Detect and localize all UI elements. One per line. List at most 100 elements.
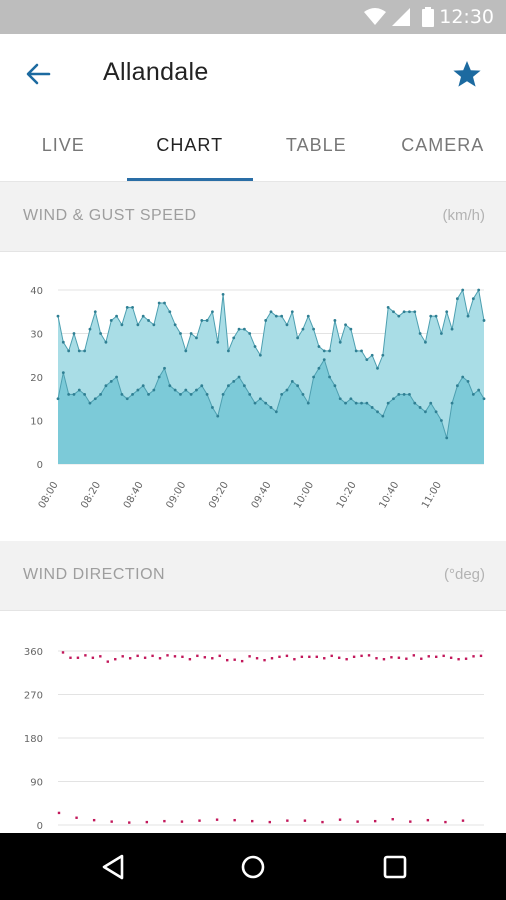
tab-live[interactable]: LIVE — [41, 135, 85, 155]
wind-series-point — [306, 401, 310, 405]
back-button[interactable] — [18, 56, 58, 92]
gust-series-point — [429, 314, 433, 318]
wind-series-point — [376, 410, 379, 414]
wind-series-point — [248, 393, 252, 396]
direction-point — [215, 818, 219, 821]
nav-recents-button[interactable] — [375, 847, 415, 887]
wind-section-unit: (km/h) — [442, 207, 486, 224]
direction-point — [390, 656, 393, 659]
gust-series-point — [477, 288, 481, 292]
gust-series-point — [381, 353, 385, 357]
gust-series-point — [200, 319, 204, 322]
wind-series-point — [386, 401, 390, 405]
wind-series-point — [381, 414, 385, 418]
tab-camera[interactable]: CAMERA — [401, 135, 485, 155]
direction-point — [464, 657, 468, 660]
tab-table[interactable]: TABLE — [285, 135, 347, 155]
wind-section-header: WIND & GUST SPEED (km/h) — [0, 182, 506, 252]
direction-section-unit: (°deg) — [443, 566, 485, 583]
wind-x-tick-label: 10:20 — [335, 480, 359, 510]
direction-point — [303, 819, 307, 822]
gust-series-point — [360, 349, 363, 353]
gust-series-point — [211, 310, 214, 314]
wind-series-point — [72, 393, 76, 396]
wind-series-point — [253, 401, 257, 405]
wind-series-point — [349, 397, 353, 401]
wind-series-point — [429, 401, 433, 405]
gust-series-point — [280, 314, 284, 318]
nav-back-button[interactable] — [93, 847, 133, 887]
wind-series-point — [227, 384, 230, 388]
gust-series-point — [408, 310, 411, 314]
wind-series-point — [397, 393, 401, 396]
favorite-button[interactable] — [448, 56, 486, 92]
direction-point — [173, 655, 177, 658]
direction-point — [412, 654, 416, 657]
direction-point — [444, 820, 447, 824]
wind-series-point — [418, 406, 422, 409]
direction-chart-svg: 0 90 180 270 360 — [24, 647, 484, 832]
direction-point — [338, 818, 342, 821]
direction-point — [420, 657, 423, 660]
gust-series-point — [248, 332, 252, 335]
direction-point — [300, 655, 304, 658]
wind-series-point — [205, 393, 209, 396]
direction-point — [180, 820, 184, 823]
direction-point — [114, 658, 117, 661]
direction-point — [84, 654, 87, 657]
direction-point — [367, 654, 371, 657]
wind-series-point — [360, 401, 363, 405]
gust-series-point — [365, 358, 369, 361]
wind-y-tick-label: 20 — [30, 373, 43, 384]
gust-series-point — [109, 319, 113, 322]
status-bar: 12:30 — [0, 0, 506, 34]
gust-series-point — [424, 340, 427, 344]
wind-x-tick-label: 09:40 — [250, 480, 274, 510]
wind-series-point — [296, 384, 300, 388]
gust-series-point — [152, 323, 156, 327]
direction-point — [426, 818, 430, 822]
wind-series-point — [471, 393, 475, 396]
gust-series-point — [242, 327, 246, 331]
wind-series-point — [450, 401, 454, 405]
wind-chart: 0 10 20 30 40 08:00 08:20 08:40 09:00 09:20 09:40 1… — [0, 252, 506, 538]
direction-point — [373, 819, 377, 823]
gust-series-point — [104, 340, 108, 344]
nav-home-button[interactable] — [233, 847, 273, 887]
wind-series-point — [88, 401, 92, 405]
gust-series-point — [413, 310, 417, 314]
gust-series-point — [99, 332, 102, 335]
direction-point — [158, 657, 162, 660]
direction-point — [263, 658, 266, 662]
direction-point — [188, 658, 192, 661]
direction-point — [57, 811, 61, 815]
gust-series-point — [306, 314, 310, 318]
gust-series-point — [418, 332, 422, 335]
gust-series-point — [221, 292, 225, 296]
direction-point — [321, 820, 324, 824]
gust-series-point — [67, 349, 71, 353]
wind-x-tick-label: 09:20 — [207, 480, 231, 510]
gust-series-point — [232, 336, 236, 340]
tab-chart[interactable]: CHART — [126, 114, 254, 181]
wind-x-tick-label: 10:40 — [377, 480, 401, 510]
direction-point — [337, 656, 341, 659]
direction-point — [226, 658, 229, 662]
wind-series-point — [312, 375, 315, 379]
gust-series-point — [72, 332, 76, 335]
wind-series-point — [232, 379, 236, 383]
direction-point — [128, 821, 131, 824]
back-triangle-icon — [102, 854, 124, 880]
wind-series-point — [333, 384, 337, 388]
gust-series-point — [136, 323, 140, 327]
wind-series-point — [317, 366, 321, 370]
wind-series-point — [136, 388, 140, 392]
wind-series-point — [365, 401, 369, 405]
wind-series-point — [77, 388, 81, 392]
wind-x-tick-label: 08:40 — [122, 480, 146, 510]
direction-point — [278, 655, 281, 658]
direction-point — [145, 820, 149, 824]
wind-series-point — [328, 375, 331, 379]
direction-point — [218, 654, 221, 658]
wifi-icon — [364, 8, 386, 25]
